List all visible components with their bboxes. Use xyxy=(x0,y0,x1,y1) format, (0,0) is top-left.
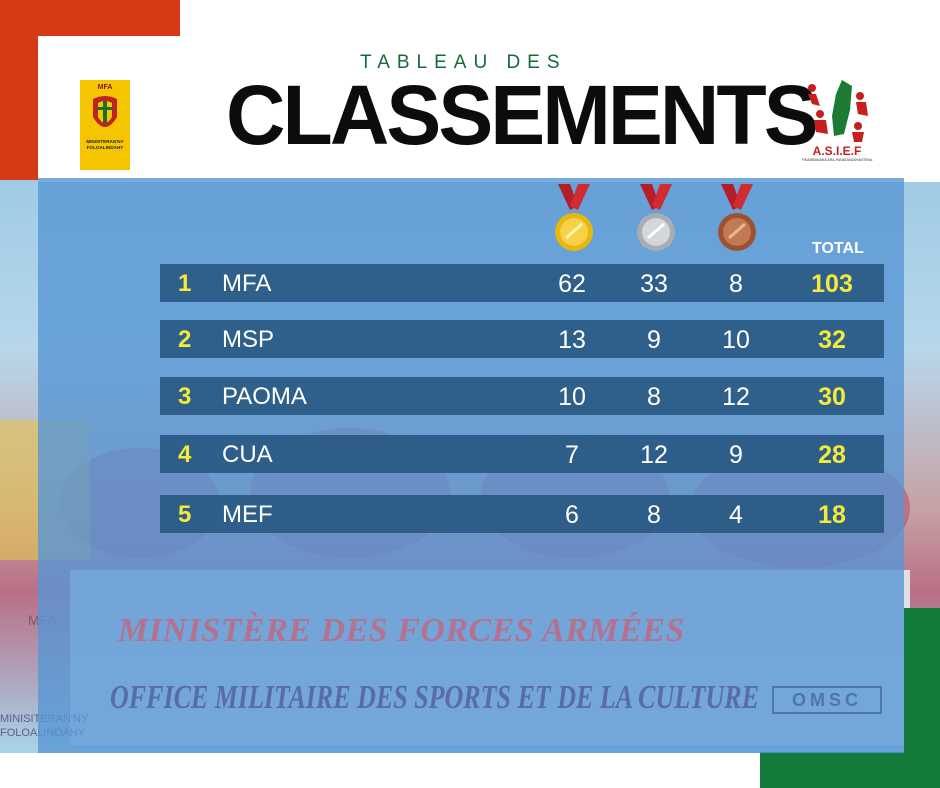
gold-count: 10 xyxy=(558,383,586,411)
page-subtitle: TABLEAU DES xyxy=(360,52,567,73)
table-row: 2 MSP 13 9 10 32 xyxy=(160,320,884,358)
asief-sublabel: FIKAMBANANA ARA-PANATANJAHANTENA xyxy=(801,158,873,162)
silver-count: 12 xyxy=(640,441,668,469)
silver-count: 8 xyxy=(647,383,661,411)
banner-text-ministry: MINISTÈRE DES FORCES ARMÉES xyxy=(118,612,685,649)
bronze-medal-icon xyxy=(718,184,756,251)
silver-count: 9 xyxy=(647,326,661,354)
gold-count: 6 xyxy=(565,501,579,529)
table-row: 4 CUA 7 12 9 28 xyxy=(160,435,884,473)
bronze-count: 12 xyxy=(722,383,750,411)
gold-count: 7 xyxy=(565,441,579,469)
mfa-logo: MFA MINISITERAN'NY FOLOALINDAHY xyxy=(80,80,130,170)
gold-medal-icon xyxy=(555,184,593,251)
total-column-header: TOTAL xyxy=(812,240,864,257)
table-row: 3 PAOMA 10 8 12 30 xyxy=(160,377,884,415)
team-cell: MEF xyxy=(222,501,273,528)
gold-count: 13 xyxy=(558,326,586,354)
banner-text-office: OFFICE MILITAIRE DES SPORTS ET DE LA CUL… xyxy=(110,678,759,716)
total-count: 28 xyxy=(818,441,846,469)
bronze-count: 8 xyxy=(729,270,743,298)
rank-cell: 2 xyxy=(178,326,192,353)
team-cell: PAOMA xyxy=(222,383,307,410)
madagascar-athletes-icon xyxy=(808,80,868,142)
rank-cell: 3 xyxy=(178,383,192,410)
bronze-count: 9 xyxy=(729,441,743,469)
gold-count: 62 xyxy=(558,270,586,298)
bronze-count: 10 xyxy=(722,326,750,354)
mfa-emblem-icon xyxy=(93,96,117,127)
total-count: 103 xyxy=(811,270,853,298)
silver-count: 8 xyxy=(647,501,661,529)
total-count: 32 xyxy=(818,326,846,354)
team-cell: MSP xyxy=(222,326,275,353)
asief-label: A.S.I.E.F xyxy=(812,144,862,158)
team-cell: CUA xyxy=(222,441,273,468)
red-corner-bar xyxy=(0,0,38,180)
mfa-logo-sublabel-line: MINISITERAN'NY xyxy=(86,139,124,144)
silver-medal-icon xyxy=(637,184,675,251)
team-cell: MFA xyxy=(222,270,272,297)
rank-cell: 4 xyxy=(178,441,192,468)
mfa-logo-sublabel: MINISITERAN'NY FOLOALINDAHY xyxy=(86,139,123,151)
bronze-count: 4 xyxy=(729,501,743,529)
rank-cell: 1 xyxy=(178,270,192,297)
mfa-logo-sublabel-line: FOLOALINDAHY xyxy=(86,145,124,150)
rank-cell: 5 xyxy=(178,501,192,528)
total-count: 30 xyxy=(818,383,846,411)
table-row: 1 MFA 62 33 8 103 xyxy=(160,264,884,302)
green-corner-bar xyxy=(904,608,940,788)
total-count: 18 xyxy=(818,501,846,529)
silver-count: 33 xyxy=(640,270,668,298)
mfa-logo-label: MFA xyxy=(97,84,113,91)
page-title: CLASSEMENTS xyxy=(226,68,819,162)
table-row: 5 MEF 6 8 4 18 xyxy=(160,495,884,533)
asief-logo: A.S.I.E.F FIKAMBANANA ARA-PANATANJAHANTE… xyxy=(798,76,876,172)
omsc-logo: OMSC xyxy=(772,686,882,714)
header-background xyxy=(38,36,940,182)
